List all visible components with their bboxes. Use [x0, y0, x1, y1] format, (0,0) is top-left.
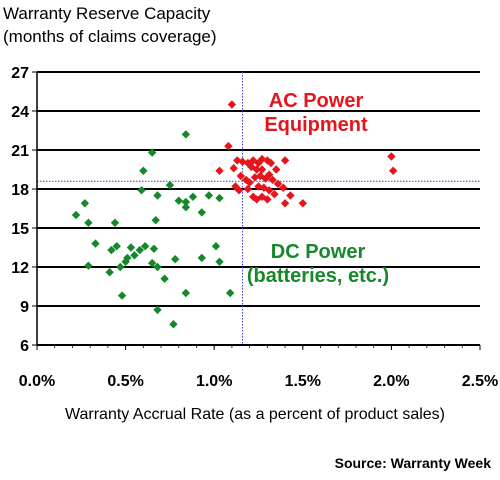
y-axis-ticks: 6 9 12 15 18 21 24 27 — [11, 65, 29, 355]
x-tick-label: 1.0% — [196, 373, 232, 390]
dc-data-point — [116, 262, 125, 272]
dc-data-point — [117, 291, 127, 300]
chart-subtitle: (months of claims coverage) — [3, 27, 217, 46]
ac-data-point — [229, 164, 238, 173]
ac-data-point — [273, 179, 283, 188]
dc-data-point — [107, 245, 116, 255]
dc-data-point — [215, 193, 224, 203]
ac-data-point — [245, 178, 254, 187]
ac-data-point — [263, 195, 272, 204]
reference-lines — [37, 72, 480, 345]
ac-data-point — [227, 100, 237, 109]
dc-data-point — [137, 186, 146, 195]
ac-data-point — [236, 171, 245, 181]
ac-data-point — [252, 165, 261, 174]
data-points — [71, 100, 398, 329]
ac-data-point — [215, 166, 224, 175]
dc-data-point — [197, 208, 206, 217]
dc-data-point — [160, 274, 169, 283]
dc-data-point — [71, 210, 81, 220]
dc-data-point — [139, 166, 148, 175]
dc-data-point — [110, 218, 120, 227]
ac-data-point — [270, 190, 279, 199]
ac-data-point — [387, 152, 396, 161]
ac-data-point — [279, 183, 288, 192]
dc-data-point — [149, 244, 159, 253]
chart-title: Warranty Reserve Capacity — [3, 4, 211, 23]
grid-lines — [37, 71, 480, 307]
dc-annotation-line: (batteries, etc.) — [247, 265, 389, 287]
dc-data-point — [80, 199, 90, 208]
ac-data-point — [257, 165, 267, 174]
ac-data-point — [243, 184, 253, 194]
y-tick-label: 27 — [11, 65, 29, 82]
dc-data-point — [147, 258, 157, 268]
dc-data-point — [130, 251, 139, 260]
ac-data-point — [268, 175, 277, 185]
dc-data-point — [147, 148, 157, 157]
dc-data-point — [181, 288, 191, 298]
y-tick-label: 18 — [11, 182, 29, 199]
y-tick-label: 12 — [11, 260, 29, 277]
dc-data-point — [165, 180, 175, 190]
x-tick-label: 1.5% — [285, 373, 321, 390]
ac-data-point — [272, 165, 281, 174]
ac-data-point — [298, 199, 307, 208]
x-tick-label: 0.0% — [19, 373, 55, 390]
x-axis-label: Warranty Accrual Rate (as a percent of p… — [65, 406, 445, 423]
dc-data-point — [123, 253, 132, 263]
ac-annotation-line: Equipment — [264, 114, 368, 136]
dc-data-point — [225, 288, 235, 298]
dc-data-point — [126, 243, 136, 252]
dc-data-point — [188, 192, 198, 201]
ac-data-point — [280, 156, 290, 165]
ac-data-point — [286, 191, 295, 200]
dc-data-point — [153, 262, 162, 272]
x-tick-label: 2.5% — [462, 373, 498, 390]
dc-data-point — [135, 245, 144, 255]
dc-data-point — [181, 203, 191, 212]
y-tick-label: 21 — [11, 143, 29, 160]
ac-data-point — [254, 158, 263, 168]
ac-annotation-line: AC Power — [269, 90, 364, 112]
dc-data-point — [153, 305, 162, 315]
ac-data-point — [234, 186, 244, 195]
ac-data-point — [264, 186, 274, 195]
plot-frame — [32, 71, 481, 350]
dc-data-point — [174, 196, 183, 205]
source-note: Source: Warranty Week — [335, 455, 492, 471]
dc-data-point — [204, 191, 214, 200]
y-tick-label: 6 — [20, 338, 29, 355]
dc-annotation-line: DC Power — [271, 241, 366, 263]
dc-data-point — [112, 242, 121, 251]
dc-data-point — [211, 242, 221, 251]
y-tick-label: 24 — [11, 104, 29, 121]
dc-data-point — [181, 197, 191, 207]
ac-data-point — [280, 199, 290, 208]
ac-data-point — [388, 166, 398, 175]
dc-data-point — [153, 191, 162, 200]
y-tick-label: 9 — [20, 299, 29, 316]
dc-data-point — [181, 130, 191, 139]
ac-data-point — [224, 141, 233, 151]
ac-data-point — [264, 170, 274, 179]
dc-data-point — [91, 239, 100, 248]
ac-data-point — [266, 158, 276, 168]
dc-data-point — [140, 242, 150, 251]
y-tick-label: 15 — [11, 221, 29, 238]
dc-data-point — [84, 218, 93, 227]
dc-data-point — [151, 216, 160, 225]
dc-data-point — [215, 257, 224, 266]
dc-data-point — [171, 255, 180, 264]
dc-data-point — [105, 268, 114, 277]
x-tick-label: 0.5% — [107, 373, 143, 390]
dc-data-point — [169, 320, 178, 329]
x-axis-ticks: 0.0% 0.5% 1.0% 1.5% 2.0% 2.5% — [19, 373, 498, 390]
x-tick-label: 2.0% — [373, 373, 409, 390]
dc-data-point — [197, 253, 206, 263]
dc-data-point — [84, 261, 93, 270]
